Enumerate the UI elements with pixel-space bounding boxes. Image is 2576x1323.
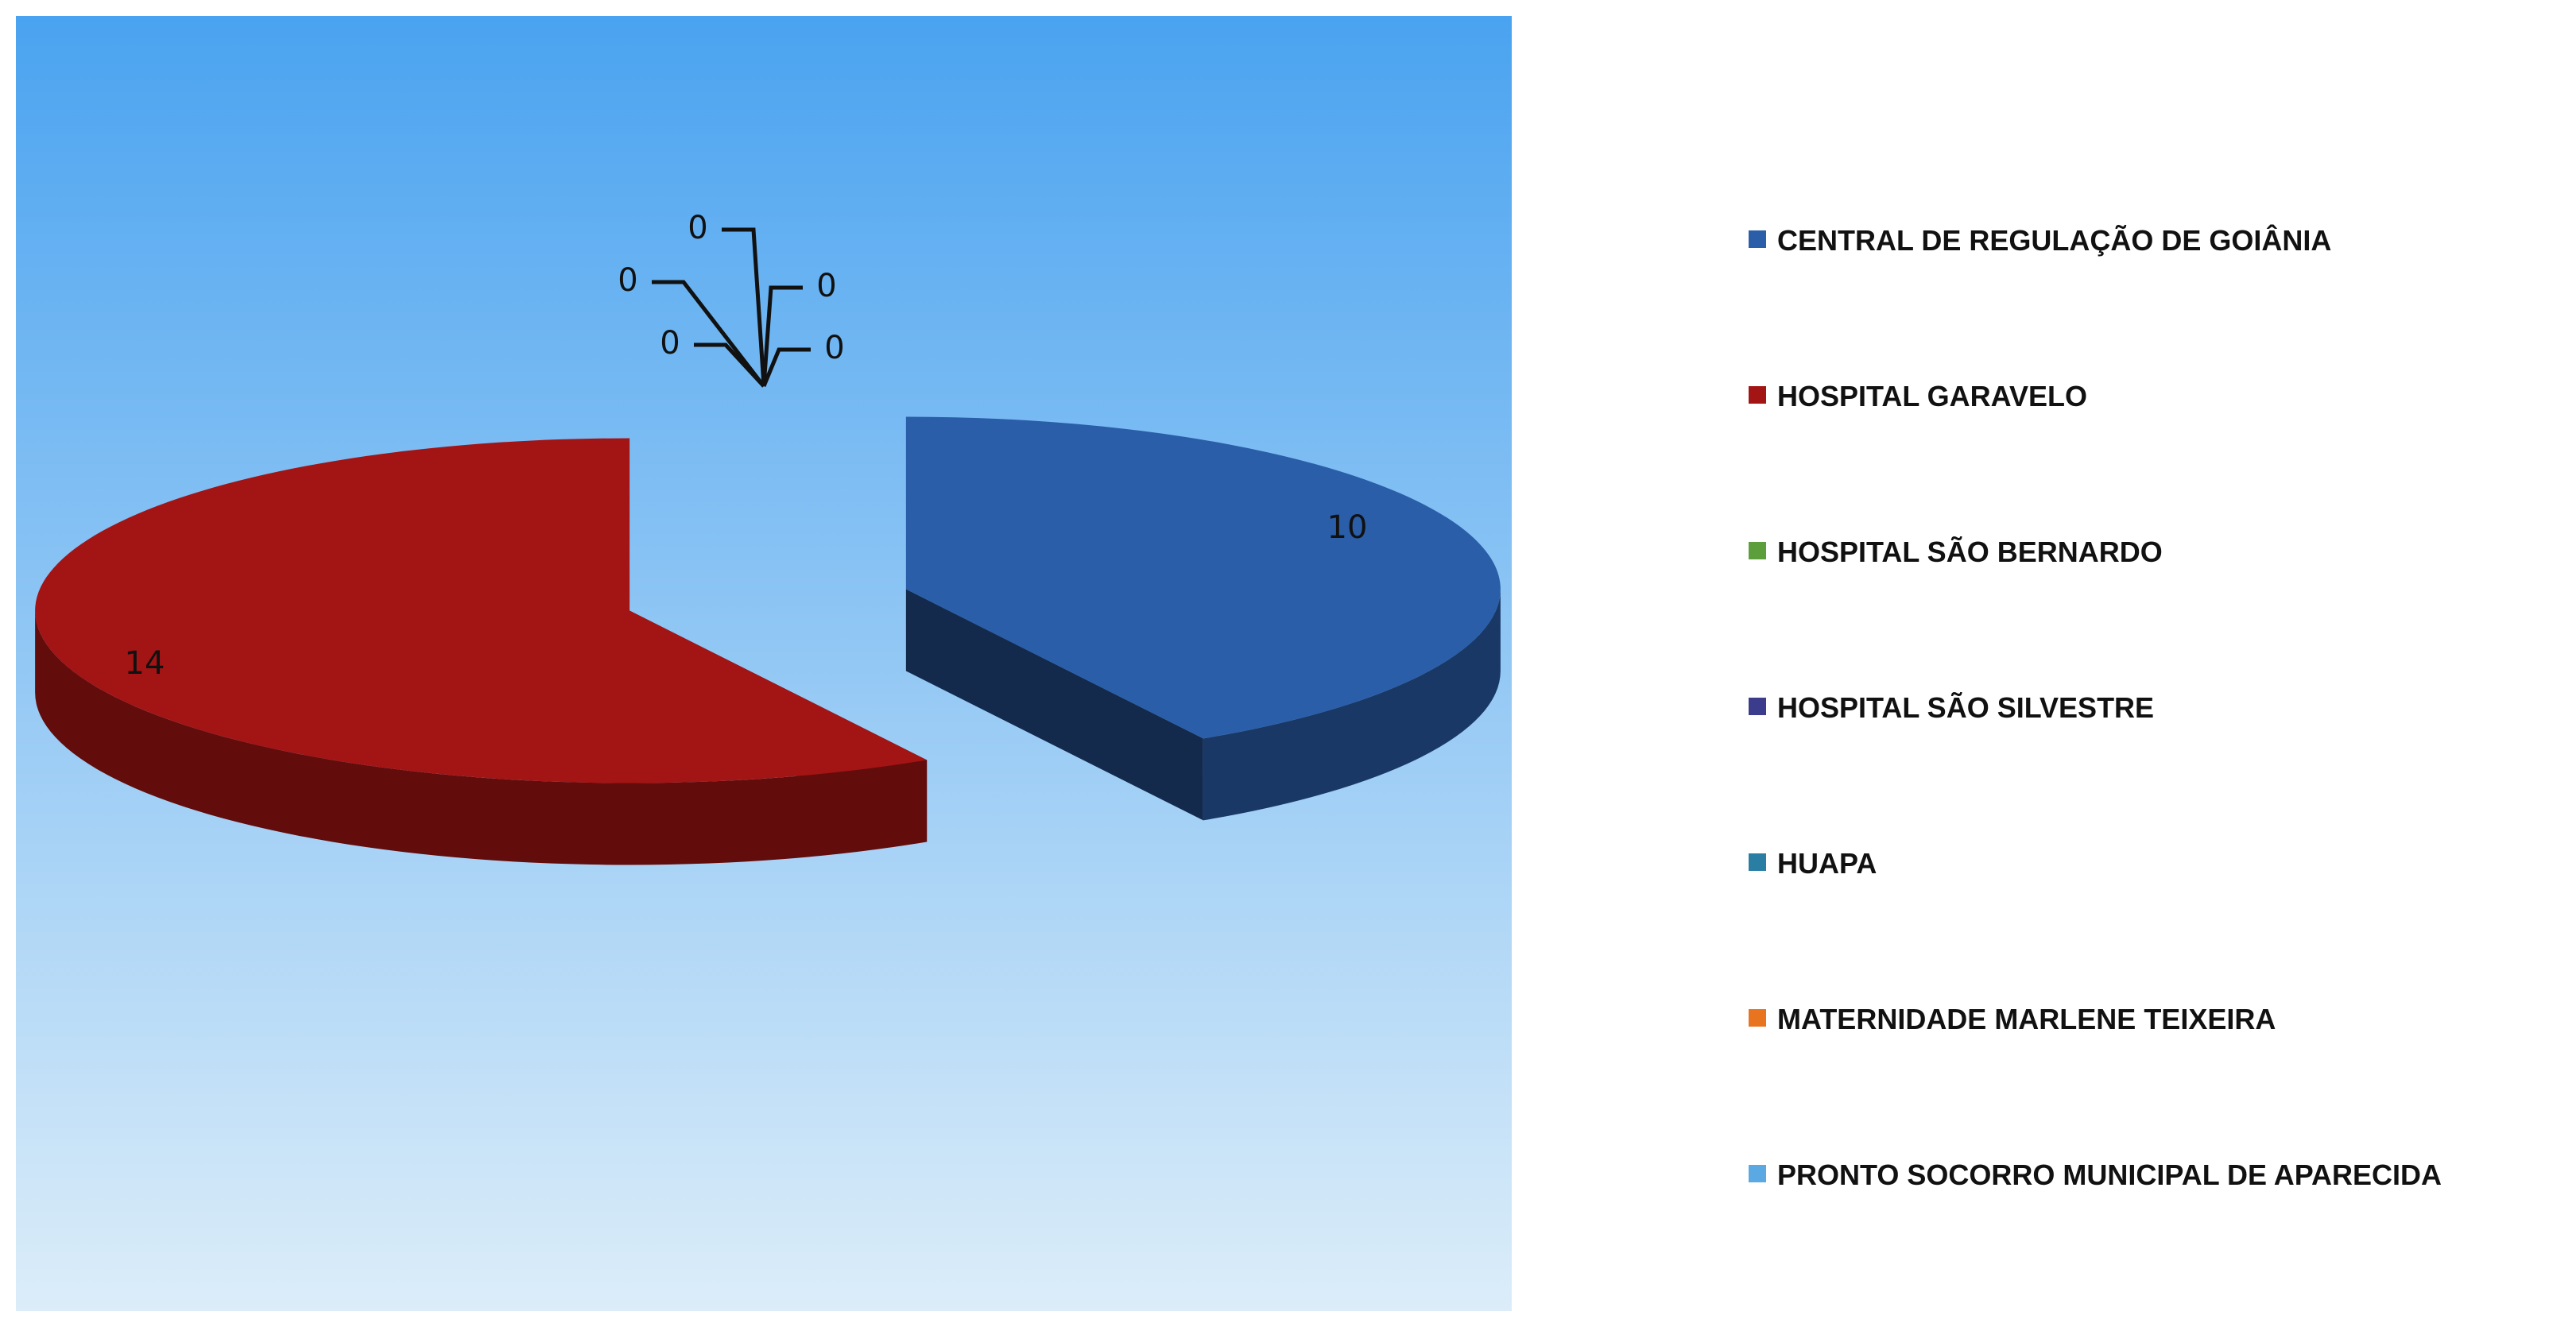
legend-label: HOSPITAL GARAVELO <box>1777 380 2088 412</box>
legend: CENTRAL DE REGULAÇÃO DE GOIÂNIA HOSPITAL … <box>1749 222 2559 1313</box>
data-label: 0 <box>660 325 680 362</box>
leader-line <box>652 280 765 388</box>
leader-line <box>761 285 803 387</box>
legend-swatch <box>1749 542 1766 559</box>
legend-item: HOSPITAL SÃO BERNARDO <box>1749 534 2559 690</box>
legend-label: PRONTO SOCORRO MUNICIPAL DE APARECIDA <box>1777 1159 2442 1191</box>
data-label: 14 <box>125 645 165 682</box>
legend-swatch <box>1749 386 1766 404</box>
leader-line <box>761 347 811 387</box>
legend-swatch <box>1749 698 1766 715</box>
legend-label: HOSPITAL SÃO SILVESTRE <box>1777 691 2155 724</box>
legend-label: HUAPA <box>1777 847 1877 880</box>
slice-side <box>1203 589 1501 821</box>
legend-label: CENTRAL DE REGULAÇÃO DE GOIÂNIA <box>1777 224 2332 257</box>
slice-side <box>35 610 928 865</box>
slice <box>35 438 928 783</box>
data-label: 0 <box>618 262 637 299</box>
slice <box>905 416 1501 739</box>
legend-swatch <box>1749 853 1766 871</box>
data-label: 0 <box>816 268 836 304</box>
legend-label: HOSPITAL SÃO BERNARDO <box>1777 536 2163 568</box>
legend-swatch <box>1749 1009 1766 1027</box>
legend-swatch <box>1749 1165 1766 1182</box>
leader-line <box>722 227 766 387</box>
leader-line <box>694 342 765 388</box>
legend-item: HUAPA <box>1749 845 2559 1001</box>
legend-swatch <box>1749 230 1766 248</box>
legend-item: HOSPITAL SÃO SILVESTRE <box>1749 690 2559 845</box>
legend-item: HOSPITAL GARAVELO <box>1749 378 2559 534</box>
legend-label: MATERNIDADE MARLENE TEIXEIRA <box>1777 1003 2276 1035</box>
data-label: 0 <box>688 210 707 246</box>
legend-item: MATERNIDADE MARLENE TEIXEIRA <box>1749 1001 2559 1157</box>
slice-cut <box>905 589 1203 821</box>
data-label: 0 <box>824 330 844 366</box>
legend-item: CENTRAL DE REGULAÇÃO DE GOIÂNIA <box>1749 222 2559 378</box>
legend-item: PRONTO SOCORRO MUNICIPAL DE APARECIDA <box>1749 1157 2559 1313</box>
data-label: 10 <box>1327 509 1368 546</box>
